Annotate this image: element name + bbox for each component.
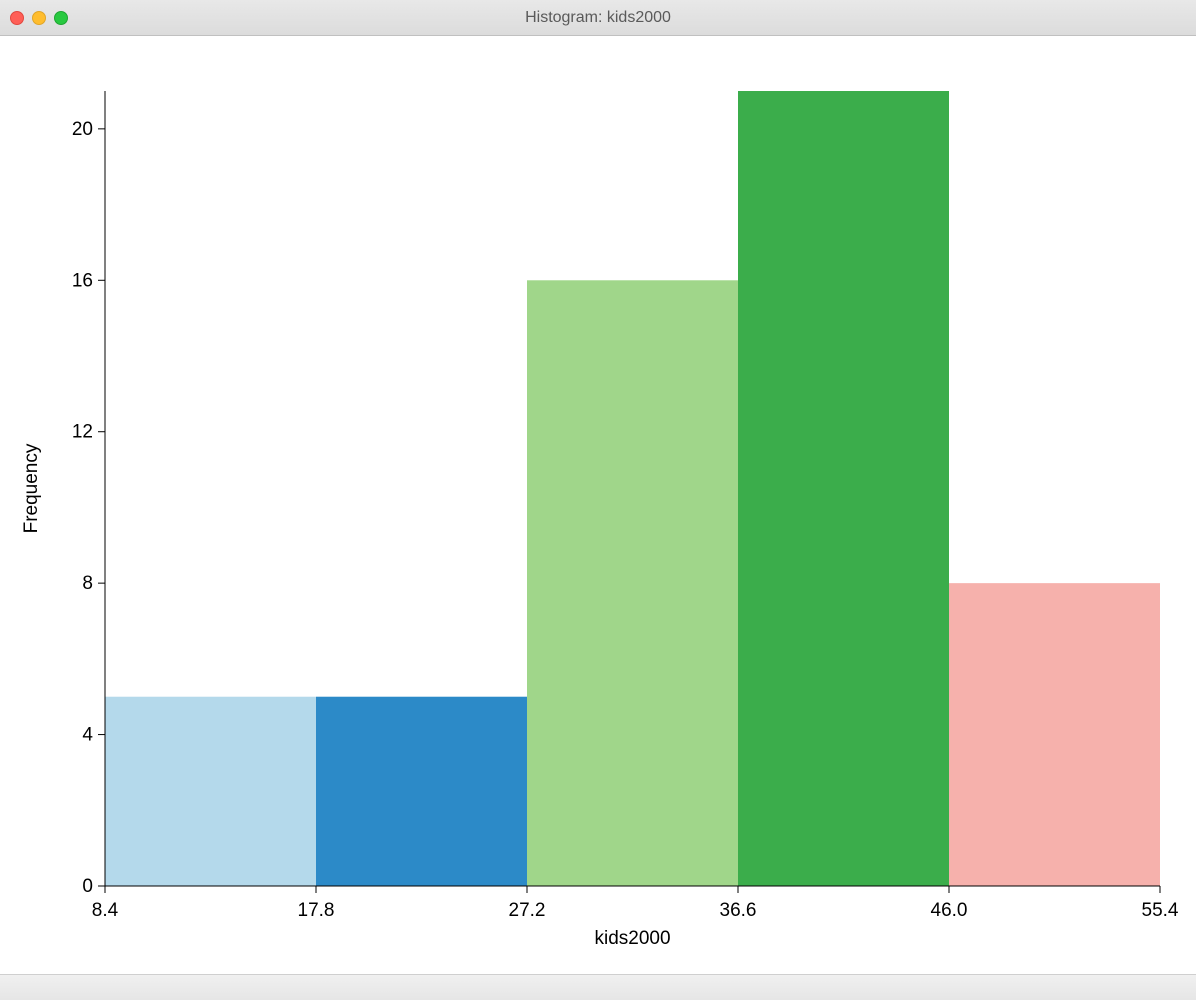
minimize-icon[interactable] bbox=[32, 11, 46, 25]
y-axis-title: Frequency bbox=[21, 443, 42, 533]
y-tick-label: 8 bbox=[82, 573, 93, 594]
y-tick-label: 0 bbox=[82, 876, 93, 897]
chart-area: 0 4 8 12 16 20 8.4 17.8 27.2 36.6 46.0 55.4 kids2000… bbox=[0, 36, 1196, 974]
x-tick-label: 27.2 bbox=[509, 900, 546, 921]
window-title: Histogram: kids2000 bbox=[525, 9, 671, 27]
y-tick-label: 12 bbox=[72, 422, 93, 443]
close-icon[interactable] bbox=[10, 11, 24, 25]
app-window: Histogram: kids2000 0 4 8 12 16 20 8.4 17.8 27.2… bbox=[0, 0, 1196, 1000]
histogram-bar bbox=[527, 280, 738, 886]
histogram-bar bbox=[105, 697, 316, 886]
x-axis-title: kids2000 bbox=[594, 928, 670, 949]
x-tick-label: 17.8 bbox=[298, 900, 335, 921]
x-tick-label: 36.6 bbox=[720, 900, 757, 921]
titlebar[interactable]: Histogram: kids2000 bbox=[0, 0, 1196, 36]
zoom-icon[interactable] bbox=[54, 11, 68, 25]
y-tick-label: 16 bbox=[72, 270, 93, 291]
statusbar bbox=[0, 974, 1196, 1000]
histogram-bar bbox=[949, 583, 1160, 886]
y-tick-label: 4 bbox=[82, 725, 93, 746]
histogram-chart: 0 4 8 12 16 20 8.4 17.8 27.2 36.6 46.0 55.4 kids2000… bbox=[0, 36, 1196, 974]
x-tick-label: 46.0 bbox=[931, 900, 968, 921]
x-tick-label: 55.4 bbox=[1142, 900, 1179, 921]
y-tick-label: 20 bbox=[72, 119, 93, 140]
x-tick-label: 8.4 bbox=[92, 900, 119, 921]
histogram-bar bbox=[738, 91, 949, 886]
histogram-bar bbox=[316, 697, 527, 886]
window-controls bbox=[10, 11, 68, 25]
